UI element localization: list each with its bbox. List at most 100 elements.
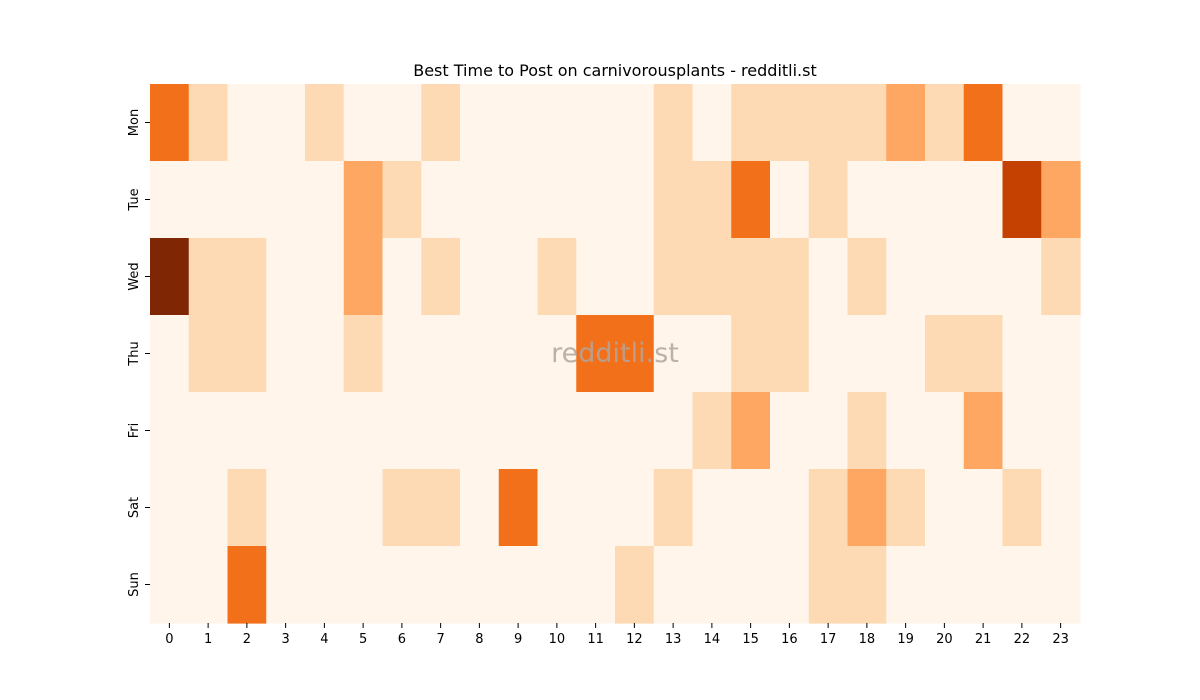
heatmap-cell-fri-7 (421, 392, 461, 470)
heatmap-cell-thu-6 (382, 315, 422, 393)
heatmap-cell-tue-20 (925, 161, 965, 239)
x-tick-label: 18 (859, 632, 876, 647)
x-tick-label: 13 (665, 632, 682, 647)
heatmap-cell-mon-14 (692, 84, 732, 162)
heatmap-cell-sat-9 (498, 469, 539, 547)
heatmap-cell-fri-8 (460, 392, 500, 470)
heatmap-cell-thu-0 (150, 315, 190, 393)
heatmap-cell-tue-6 (382, 161, 422, 239)
chart-title: Best Time to Post on carnivorousplants -… (413, 61, 817, 80)
heatmap-cell-wed-8 (460, 238, 500, 316)
x-tick-label: 22 (1014, 632, 1031, 647)
heatmap-cell-tue-3 (266, 161, 306, 239)
heatmap-cell-wed-5 (343, 238, 384, 316)
heatmap-cell-wed-7 (421, 238, 461, 316)
heatmap-cell-sun-17 (808, 546, 849, 624)
heatmap-cell-thu-22 (1002, 315, 1042, 393)
x-tick-label: 7 (436, 632, 444, 647)
heatmap-cell-sat-0 (150, 469, 190, 547)
heatmap-cell-wed-3 (266, 238, 306, 316)
x-tick-label: 4 (320, 632, 328, 647)
heatmap-cell-sun-9 (498, 546, 539, 624)
heatmap-cell-tue-4 (305, 161, 345, 239)
heatmap-cell-fri-21 (963, 392, 1004, 470)
heatmap-cell-fri-14 (692, 392, 732, 470)
heatmap-cell-wed-10 (537, 238, 577, 316)
heatmap-cell-fri-6 (382, 392, 422, 470)
heatmap-cell-sat-2 (227, 469, 267, 547)
heatmap-cell-sat-21 (963, 469, 1004, 547)
heatmap-cell-sun-11 (576, 546, 616, 624)
heatmap-cell-tue-11 (576, 161, 616, 239)
heatmap-cell-sun-6 (382, 546, 422, 624)
x-tick-label: 23 (1052, 632, 1069, 647)
heatmap-cell-thu-19 (886, 315, 926, 393)
heatmap-cell-fri-12 (615, 392, 655, 470)
x-tick-label: 3 (281, 632, 289, 647)
heatmap-cell-wed-9 (498, 238, 539, 316)
heatmap-cell-thu-1 (188, 315, 229, 393)
heatmap-cell-wed-16 (770, 238, 810, 316)
heatmap-cell-mon-13 (653, 84, 694, 162)
heatmap-cell-tue-17 (808, 161, 849, 239)
heatmap-cell-wed-20 (925, 238, 965, 316)
heatmap-cell-sat-11 (576, 469, 616, 547)
heatmap-cell-tue-5 (343, 161, 384, 239)
x-tick-label: 9 (514, 632, 522, 647)
heatmap-cell-fri-20 (925, 392, 965, 470)
heatmap-cell-wed-15 (731, 238, 771, 316)
heatmap-cells (150, 84, 1081, 624)
heatmap-cell-sat-12 (615, 469, 655, 547)
heatmap-cell-sun-18 (847, 546, 887, 624)
heatmap-cell-mon-10 (537, 84, 577, 162)
heatmap-cell-thu-12 (615, 315, 655, 393)
heatmap-cell-sat-3 (266, 469, 306, 547)
heatmap-cell-fri-15 (731, 392, 771, 470)
x-tick-label: 17 (820, 632, 837, 647)
heatmap-cell-fri-0 (150, 392, 190, 470)
heatmap-cell-fri-19 (886, 392, 926, 470)
heatmap-cell-sun-20 (925, 546, 965, 624)
heatmap-cell-thu-11 (576, 315, 616, 393)
heatmap-cell-wed-1 (188, 238, 229, 316)
heatmap-cell-wed-13 (653, 238, 694, 316)
heatmap-cell-fri-17 (808, 392, 849, 470)
heatmap-cell-tue-23 (1041, 161, 1081, 239)
heatmap-cell-fri-11 (576, 392, 616, 470)
heatmap-cell-sun-21 (963, 546, 1004, 624)
heatmap-cell-thu-4 (305, 315, 345, 393)
heatmap-cell-fri-1 (188, 392, 229, 470)
heatmap-cell-fri-2 (227, 392, 267, 470)
heatmap-cell-mon-20 (925, 84, 965, 162)
x-tick-label: 20 (936, 632, 953, 647)
x-tick-label: 0 (165, 632, 173, 647)
heatmap-cell-tue-9 (498, 161, 539, 239)
x-tick-label: 12 (626, 632, 643, 647)
heatmap-cell-sat-14 (692, 469, 732, 547)
heatmap-cell-sun-19 (886, 546, 926, 624)
heatmap-cell-tue-21 (963, 161, 1004, 239)
heatmap-cell-sat-1 (188, 469, 229, 547)
y-tick-label: Sat (127, 497, 142, 518)
y-tick-label: Mon (127, 109, 142, 136)
heatmap-cell-sun-14 (692, 546, 732, 624)
heatmap-cell-wed-12 (615, 238, 655, 316)
heatmap-cell-tue-1 (188, 161, 229, 239)
heatmap-cell-sun-22 (1002, 546, 1042, 624)
heatmap-cell-wed-11 (576, 238, 616, 316)
heatmap-cell-sat-5 (343, 469, 384, 547)
heatmap-cell-sun-2 (227, 546, 267, 624)
heatmap-cell-mon-9 (498, 84, 539, 162)
heatmap-cell-fri-10 (537, 392, 577, 470)
heatmap-cell-mon-5 (343, 84, 384, 162)
heatmap-cell-tue-19 (886, 161, 926, 239)
heatmap-cell-thu-7 (421, 315, 461, 393)
heatmap-cell-tue-13 (653, 161, 694, 239)
heatmap-cell-sun-5 (343, 546, 384, 624)
heatmap-cell-thu-14 (692, 315, 732, 393)
heatmap-cell-thu-5 (343, 315, 384, 393)
heatmap-cell-wed-22 (1002, 238, 1042, 316)
heatmap-cell-sun-4 (305, 546, 345, 624)
x-tick-label: 21 (975, 632, 992, 647)
heatmap-cell-thu-9 (498, 315, 539, 393)
